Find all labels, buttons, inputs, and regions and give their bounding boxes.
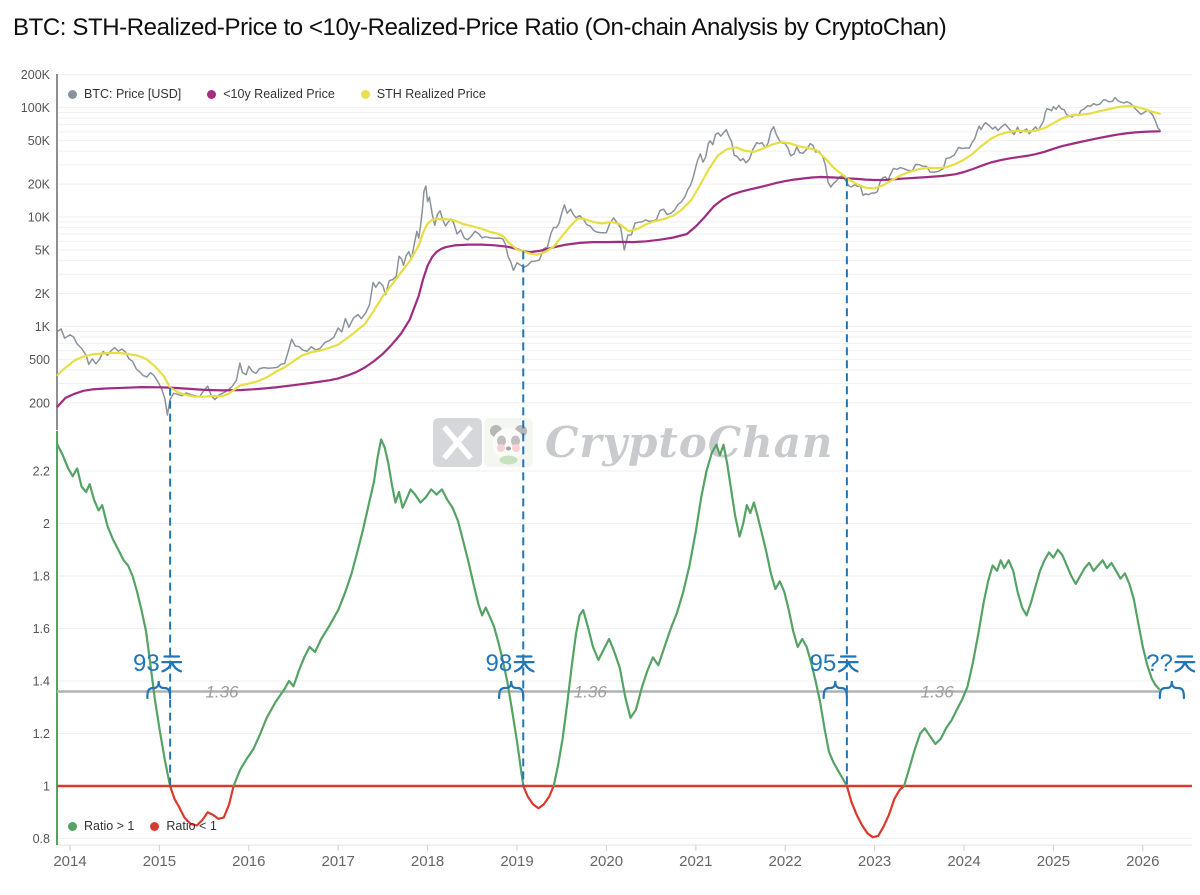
y-axis-label-ratio: 1.6 — [33, 622, 50, 636]
btc-price-dot-icon — [68, 89, 77, 99]
annotation-brace — [146, 680, 172, 700]
legend-label-sth-realized: STH Realized Price — [376, 87, 486, 101]
tian-day-glyph — [837, 655, 859, 673]
realized-lt10y-line — [56, 130, 1161, 408]
legend-label-realized-lt10y: <10y Realized Price — [223, 87, 335, 101]
y-axis-label-price: 2K — [35, 287, 51, 301]
y-axis-label-price: 200 — [29, 396, 50, 410]
tian-day-glyph — [161, 655, 183, 673]
sth-realized-line — [56, 105, 1161, 398]
x-axis-label: 2026 — [1126, 853, 1159, 870]
x-axis-label: 2018 — [411, 853, 444, 870]
tian-day-glyph — [513, 655, 535, 673]
x-logo-icon — [433, 417, 482, 467]
legend-label-ratio-below: Ratio < 1 — [166, 819, 217, 833]
ratio-below-dot-icon — [150, 821, 160, 831]
y-axis-label-price: 5K — [35, 243, 51, 257]
sth-realized-dot-icon — [360, 89, 370, 99]
panda-icon — [484, 417, 533, 467]
realized-lt10y-dot-icon — [207, 89, 217, 99]
annotation-days-label: 98 — [485, 650, 512, 677]
x-axis-label: 2015 — [143, 853, 176, 870]
annotation-days-label: ?? — [1146, 650, 1173, 677]
y-axis-label-ratio: 2.2 — [33, 465, 50, 479]
btc-price-line — [56, 96, 1161, 416]
tian-day-glyph — [1174, 655, 1196, 673]
x-axis-label: 2014 — [53, 853, 86, 870]
x-axis-label: 2019 — [500, 853, 533, 870]
bottom-legend: Ratio > 1 Ratio < 1 — [68, 819, 217, 833]
ratio-line-below-1 — [845, 784, 906, 839]
y-axis-label-ratio: 0.8 — [33, 832, 50, 846]
ratio-line-below-1 — [522, 784, 555, 810]
legend-item-realized-lt10y[interactable]: <10y Realized Price — [207, 87, 335, 101]
ratio-line-above-1 — [552, 443, 848, 788]
y-axis-label-price: 10K — [28, 211, 51, 225]
legend-label-btc-price: BTC: Price [USD] — [84, 87, 182, 101]
threshold-value-label: 1.36 — [921, 683, 955, 702]
y-axis-label-price: 50K — [28, 134, 51, 148]
y-axis-label-price: 100K — [21, 101, 51, 115]
page-title: BTC: STH-Realized-Price to <10y-Realized… — [13, 14, 947, 41]
annotation-days-label: 95 — [810, 650, 837, 677]
ratio-line-above-1 — [56, 443, 172, 788]
watermark: CryptoChan — [433, 416, 833, 468]
threshold-value-label: 1.36 — [205, 683, 239, 702]
y-axis-label-price: 1K — [35, 320, 51, 334]
ratio-line-above-1 — [232, 438, 525, 788]
y-axis-label-price: 20K — [28, 178, 51, 192]
y-axis-label-ratio: 1.4 — [33, 675, 50, 689]
legend-item-btc-price[interactable]: BTC: Price [USD] — [68, 87, 181, 101]
ratio-above-dot-icon — [68, 821, 77, 831]
legend-item-ratio-below[interactable]: Ratio < 1 — [150, 819, 217, 833]
x-axis-label: 2025 — [1037, 853, 1070, 870]
annotation-days-label: 93 — [133, 650, 160, 677]
x-axis-label: 2023 — [858, 853, 891, 870]
y-axis-label-price: 200K — [21, 68, 51, 82]
ratio-line-below-1 — [169, 784, 235, 827]
x-axis-label: 2021 — [679, 853, 712, 870]
ratio-line-above-1 — [903, 548, 1160, 788]
annotation-brace — [1158, 680, 1186, 700]
y-axis-label-ratio: 1.8 — [33, 570, 50, 584]
annotation-brace — [498, 680, 525, 700]
y-axis-label-ratio: 1 — [43, 780, 50, 794]
watermark-brand: CryptoChan — [545, 417, 834, 467]
threshold-value-label: 1.36 — [574, 683, 608, 702]
legend-item-sth-realized[interactable]: STH Realized Price — [360, 87, 486, 101]
y-axis-label-price: 500 — [29, 353, 50, 367]
x-axis-label: 2024 — [947, 853, 980, 870]
y-axis-label-ratio: 2 — [43, 517, 50, 531]
annotation-brace — [822, 680, 848, 700]
y-axis-label-ratio: 1.2 — [33, 727, 50, 741]
legend-label-ratio-above: Ratio > 1 — [84, 819, 135, 833]
top-legend: BTC: Price [USD] <10y Realized Price STH… — [68, 87, 486, 101]
x-axis-label: 2016 — [232, 853, 265, 870]
x-axis-label: 2020 — [590, 853, 623, 870]
x-axis-label: 2022 — [769, 853, 802, 870]
legend-item-ratio-above[interactable]: Ratio > 1 — [68, 819, 134, 833]
x-axis-label: 2017 — [322, 853, 355, 870]
